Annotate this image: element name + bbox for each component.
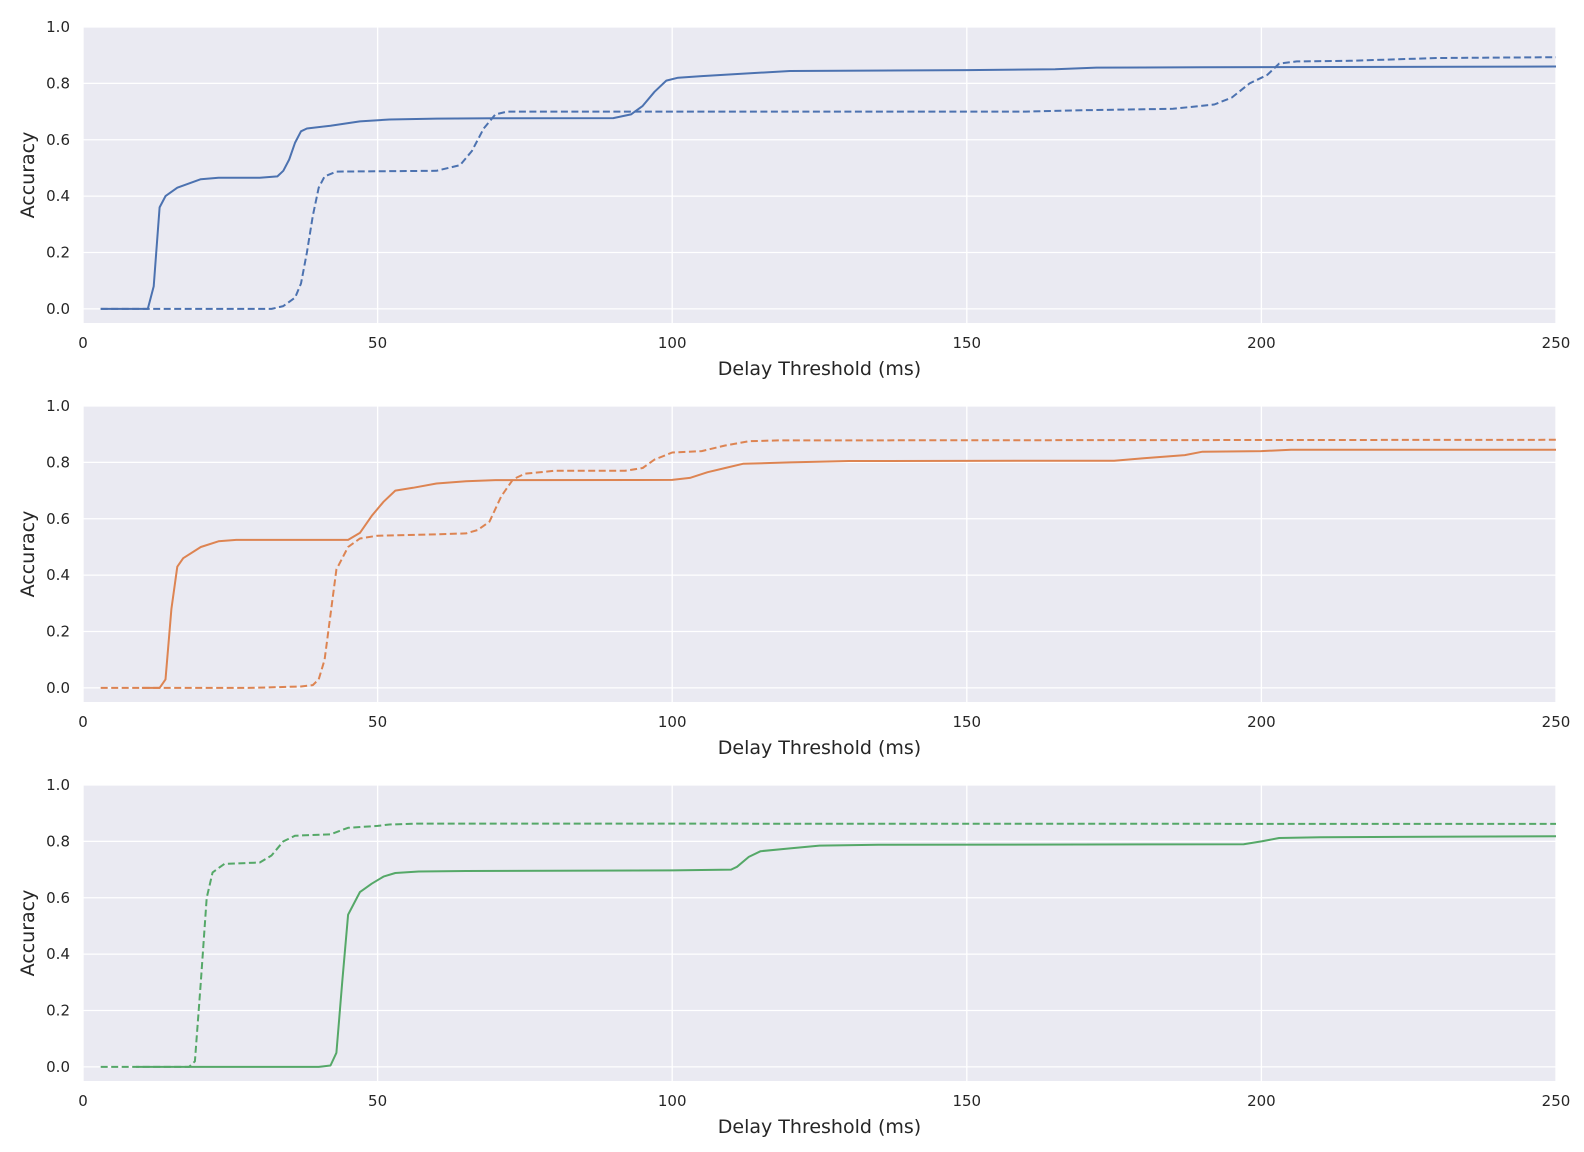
- y-tick-label: 0.4: [46, 566, 70, 584]
- x-axis-label: Delay Threshold (ms): [718, 1116, 921, 1138]
- x-tick-label: 200: [1247, 1092, 1276, 1110]
- series-line-solid: [100, 65, 1557, 310]
- y-tick-label: 1.0: [46, 397, 70, 415]
- plot-area: [83, 406, 1556, 702]
- series-line-dashed: [100, 822, 1557, 1068]
- x-tick-label: 0: [78, 713, 88, 731]
- plot-area: [83, 785, 1556, 1081]
- chart-panel-1: 0.0 0.2 0.4 0.6 0.8 1.0 0 50 100 150 200 250 Delay T…: [17, 18, 1570, 380]
- chart-panel-3: 0.0 0.2 0.4 0.6 0.8 1.0 0 50 100 150 200 250 Delay T…: [17, 776, 1570, 1138]
- x-tick-label: 0: [78, 334, 88, 352]
- y-tick-label: 0.6: [46, 889, 70, 907]
- x-axis-label: Delay Threshold (ms): [718, 737, 921, 759]
- x-tick-label: 200: [1247, 713, 1276, 731]
- x-tick-label: 100: [658, 713, 687, 731]
- y-tick-label: 0.8: [46, 74, 70, 92]
- y-tick-label: 0.0: [46, 1058, 70, 1076]
- x-tick-label: 150: [952, 1092, 981, 1110]
- y-axis-label: Accuracy: [17, 511, 39, 598]
- series-line-dashed: [100, 56, 1557, 310]
- x-tick-label: 100: [658, 334, 687, 352]
- y-tick-label: 0.2: [46, 1002, 70, 1020]
- x-tick-label: 50: [368, 1092, 387, 1110]
- y-tick-label: 0.0: [46, 300, 70, 318]
- x-tick-label: 150: [952, 713, 981, 731]
- chart-panel-2: 0.0 0.2 0.4 0.6 0.8 1.0 0 50 100 150 200 250 Delay T…: [17, 397, 1570, 759]
- x-tick-label: 250: [1542, 713, 1571, 731]
- x-tick-label: 100: [658, 1092, 687, 1110]
- y-tick-label: 0.0: [46, 679, 70, 697]
- y-axis-label: Accuracy: [17, 890, 39, 977]
- y-tick-label: 1.0: [46, 776, 70, 794]
- x-tick-label: 150: [952, 334, 981, 352]
- y-tick-label: 0.8: [46, 453, 70, 471]
- x-tick-label: 250: [1542, 1092, 1571, 1110]
- x-tick-label: 50: [368, 713, 387, 731]
- y-tick-label: 0.2: [46, 623, 70, 641]
- y-tick-label: 0.4: [46, 187, 70, 205]
- y-tick-label: 0.2: [46, 244, 70, 262]
- y-tick-label: 1.0: [46, 18, 70, 36]
- y-axis-label: Accuracy: [17, 132, 39, 219]
- x-axis-label: Delay Threshold (ms): [718, 358, 921, 380]
- y-tick-label: 0.6: [46, 510, 70, 528]
- series-line-dashed: [100, 438, 1557, 689]
- y-tick-label: 0.6: [46, 131, 70, 149]
- x-tick-label: 250: [1542, 334, 1571, 352]
- y-tick-label: 0.8: [46, 832, 70, 850]
- x-tick-label: 50: [368, 334, 387, 352]
- series-line-solid: [136, 835, 1557, 1068]
- x-tick-label: 0: [78, 1092, 88, 1110]
- x-tick-label: 200: [1247, 334, 1276, 352]
- series-line-solid: [141, 448, 1556, 689]
- y-tick-label: 0.4: [46, 945, 70, 963]
